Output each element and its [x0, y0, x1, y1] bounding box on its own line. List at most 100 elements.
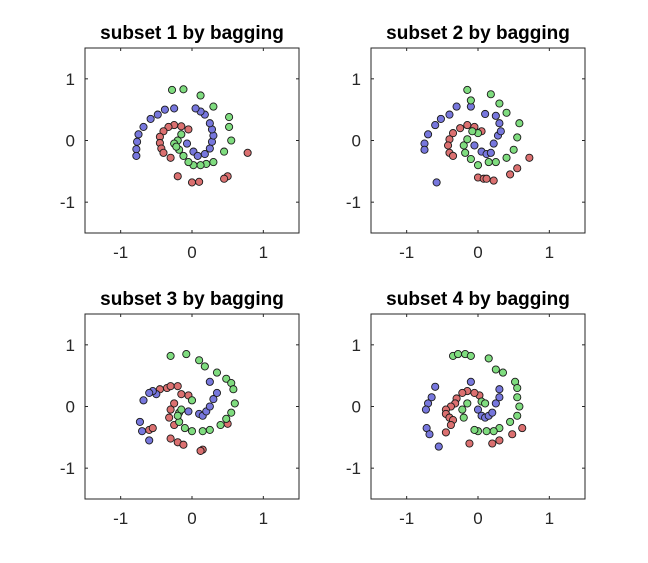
y-tick-label: -1	[346, 459, 361, 478]
scatter-point-blue	[495, 385, 504, 394]
x-tick-label: -1	[113, 509, 128, 528]
y-tick-label: -1	[346, 193, 361, 212]
scatter-point-green	[481, 399, 490, 408]
scatter-point-blue	[205, 377, 214, 386]
scatter-point-blue	[209, 395, 218, 404]
scatter-point-red	[184, 125, 193, 134]
scatter-point-green	[187, 396, 197, 405]
chart-title: subset 2 by bagging	[386, 23, 570, 44]
scatter-point-blue	[191, 104, 200, 113]
scatter-point-green	[177, 130, 186, 139]
scatter-point-green	[482, 427, 491, 436]
scatter-point-red	[195, 177, 204, 186]
scatter-point-blue	[153, 110, 162, 119]
scatter-point-blue	[200, 150, 209, 159]
scatter-point-blue	[145, 436, 154, 445]
scatter-point-red	[465, 439, 474, 448]
scatter-point-green	[458, 405, 467, 414]
x-tick-label: 1	[545, 509, 554, 528]
scatter-point-green	[459, 141, 468, 150]
scatter-point-green	[179, 151, 188, 160]
scatter-point-green	[513, 383, 522, 393]
scatter-point-red	[177, 390, 186, 399]
chart-title: subset 3 by bagging	[100, 289, 284, 310]
scatter-point-green	[484, 158, 493, 167]
scatter-point-green	[180, 424, 189, 433]
scatter-point-green	[222, 414, 231, 423]
scatter-point-red	[525, 153, 534, 162]
scatter-point-blue	[488, 408, 497, 417]
scatter-point-blue	[146, 114, 155, 123]
scatter-point-red	[508, 430, 517, 439]
scatter-point-green	[461, 148, 470, 157]
scatter-point-green	[515, 119, 524, 128]
scatter-point-blue	[470, 141, 479, 150]
scatter-point-green	[227, 408, 236, 417]
scatter-point-green	[502, 153, 511, 162]
scatter-point-green	[225, 113, 234, 122]
scatter-point-green	[513, 411, 522, 420]
y-tick-label: 0	[66, 132, 75, 151]
subplot-4: subset 4 by bagging -1 0 1 -1 0 1	[346, 289, 586, 528]
scatter-point-green	[196, 91, 205, 100]
subplot-3: subset 3 by bagging -1 0 1 -1 0 1	[60, 289, 300, 528]
scatter-point-blue	[489, 139, 498, 148]
scatter-point-blue	[452, 102, 461, 111]
scatter-point-blue	[481, 109, 490, 119]
scatter-point-green	[229, 385, 238, 394]
axes-box	[370, 47, 586, 234]
scatter-point-red	[243, 148, 252, 157]
scatter-point-blue	[434, 442, 443, 451]
y-tick-label: 0	[352, 398, 361, 417]
scatter-point-red	[166, 405, 175, 414]
scatter-point-green	[209, 102, 218, 111]
scatter-point-green	[166, 351, 175, 360]
scatter-point-blue	[139, 396, 148, 405]
y-tick-label: -1	[60, 459, 75, 478]
scatter-point-blue	[135, 417, 144, 426]
subplot-2: subset 2 by bagging -1 0 1 -1 0 1	[346, 23, 586, 262]
x-tick-label: 1	[545, 243, 554, 262]
scatter-point-red	[196, 446, 205, 455]
scatter-point-blue	[431, 382, 440, 391]
scatter-point-blue	[495, 119, 504, 128]
scatter-point-green	[463, 135, 472, 144]
scatter-point-red	[159, 127, 168, 136]
scatter-point-green	[491, 158, 500, 167]
scatter-point-green	[489, 427, 498, 436]
scatter-point-green	[195, 356, 204, 365]
scatter-point-blue	[425, 430, 434, 439]
scatter-point-green	[177, 405, 186, 414]
scatter-point-blue	[436, 114, 445, 123]
scatter-point-green	[515, 402, 524, 411]
scatter-point-blue	[139, 122, 148, 131]
scatter-point-blue	[133, 137, 142, 146]
scatter-point-blue	[212, 388, 222, 397]
scatter-point-blue	[132, 145, 141, 154]
scatter-point-red	[443, 141, 453, 150]
scatter-point-green	[463, 85, 472, 94]
scatter-point-green	[513, 393, 522, 402]
scatter-point-red	[159, 148, 168, 157]
scatter-point-red	[489, 176, 498, 185]
scatter-point-green	[468, 127, 477, 136]
axes-box	[84, 313, 300, 500]
scatter-point-blue	[495, 393, 504, 402]
x-tick-label: 1	[259, 243, 268, 262]
scatter-point-green	[220, 147, 229, 156]
scatter-point-red	[441, 428, 450, 437]
scatter-point-red	[187, 178, 197, 187]
x-tick-label: 0	[473, 243, 482, 262]
scatter-point-green	[513, 133, 522, 142]
scatter-point-green	[187, 427, 197, 436]
scatter-point-blue	[170, 104, 179, 113]
scatter-point-green	[212, 368, 222, 377]
scatter-point-green	[466, 96, 475, 105]
scatter-point-green	[227, 136, 236, 145]
scatter-point-green	[459, 413, 468, 422]
scatter-point-green	[184, 158, 193, 167]
x-tick-label: 0	[187, 243, 196, 262]
scatter-point-green	[466, 351, 475, 360]
scatter-point-blue	[138, 427, 147, 436]
scatter-point-red	[179, 440, 188, 449]
